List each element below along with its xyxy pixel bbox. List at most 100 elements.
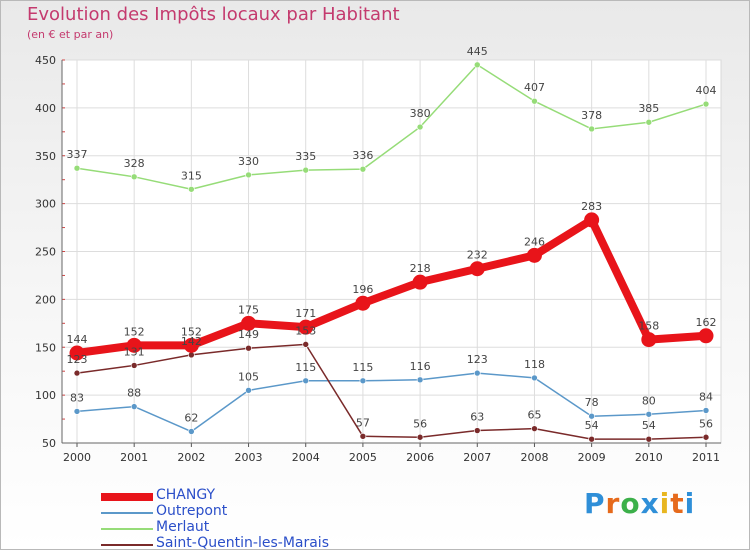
data-point — [702, 407, 710, 414]
data-label: 196 — [352, 283, 373, 296]
data-point — [73, 408, 81, 415]
x-tick-label: 2009 — [578, 451, 606, 464]
data-label: 63 — [470, 411, 484, 424]
data-point — [702, 433, 710, 441]
data-label: 123 — [467, 353, 488, 366]
data-label: 83 — [70, 391, 84, 404]
data-point — [183, 337, 199, 353]
data-point — [73, 369, 81, 377]
data-label: 283 — [581, 200, 602, 213]
data-point — [188, 185, 195, 193]
data-point — [641, 332, 657, 348]
data-point — [645, 410, 653, 418]
data-label: 131 — [124, 345, 145, 358]
data-label: 116 — [410, 360, 431, 373]
data-label: 56 — [413, 417, 427, 430]
legend-swatch — [101, 493, 153, 501]
data-label: 162 — [696, 316, 717, 329]
data-label: 105 — [238, 370, 259, 383]
data-label: 62 — [184, 412, 198, 425]
data-label: 153 — [295, 324, 316, 337]
logo-letter: o — [620, 487, 641, 520]
legend-swatch — [101, 512, 153, 514]
data-point — [241, 315, 257, 331]
x-tick-label: 2007 — [463, 451, 491, 464]
data-label: 88 — [127, 387, 141, 400]
data-label: 65 — [527, 409, 541, 422]
data-point — [302, 377, 310, 385]
legend-label: Merlaut — [156, 519, 210, 535]
data-point — [473, 61, 481, 69]
data-label: 78 — [585, 396, 599, 409]
data-label: 378 — [581, 109, 602, 122]
data-label: 115 — [352, 361, 373, 374]
data-label: 175 — [238, 303, 259, 316]
x-tick-label: 2008 — [520, 451, 548, 464]
data-label: 158 — [638, 320, 659, 333]
data-label: 123 — [67, 353, 88, 366]
data-point — [416, 123, 424, 131]
data-point — [416, 376, 424, 384]
data-point — [584, 212, 600, 228]
data-point — [359, 377, 367, 385]
y-tick-label: 300 — [35, 198, 56, 211]
data-point — [531, 374, 538, 382]
x-tick-label: 2006 — [406, 451, 434, 464]
data-point — [130, 403, 138, 410]
data-point — [245, 171, 252, 179]
data-point — [412, 274, 428, 290]
data-point — [531, 425, 538, 432]
data-label: 445 — [467, 45, 488, 58]
data-point — [73, 164, 81, 172]
x-tick-label: 2004 — [292, 451, 320, 464]
proxiti-logo: Proxiti — [584, 487, 695, 520]
x-tick-label: 2001 — [120, 451, 148, 464]
data-label: 385 — [638, 102, 659, 115]
legend-label: Saint-Quentin-les-Marais — [156, 535, 329, 551]
data-label: 218 — [410, 262, 431, 275]
data-point — [359, 432, 367, 440]
data-label: 56 — [699, 417, 713, 430]
data-point — [469, 261, 485, 277]
x-tick-label: 2011 — [692, 451, 720, 464]
data-label: 335 — [295, 150, 316, 163]
y-tick-label: 450 — [35, 54, 56, 67]
data-point — [473, 427, 481, 434]
data-point — [130, 362, 138, 369]
y-tick-label: 50 — [42, 437, 56, 450]
y-tick-label: 400 — [35, 102, 56, 115]
data-label: 80 — [642, 394, 656, 407]
data-point — [702, 100, 710, 108]
series-line-outrepont — [76, 372, 707, 433]
data-point — [359, 165, 367, 173]
data-point — [245, 387, 252, 394]
data-label: 54 — [642, 419, 656, 432]
x-tick-label: 2000 — [63, 451, 91, 464]
legend-swatch — [101, 544, 153, 546]
data-point — [531, 97, 538, 105]
y-tick-label: 100 — [35, 389, 56, 402]
data-label: 328 — [124, 157, 145, 170]
data-point — [298, 319, 314, 335]
data-label: 84 — [699, 390, 713, 403]
data-label: 152 — [124, 325, 145, 338]
x-tick-label: 2005 — [349, 451, 377, 464]
y-tick-label: 350 — [35, 150, 56, 163]
logo-letter: P — [584, 487, 606, 520]
data-point — [526, 247, 542, 263]
data-label: 404 — [696, 84, 717, 97]
data-label: 57 — [356, 416, 370, 429]
logo-letter: i — [659, 487, 671, 520]
data-label: 149 — [238, 328, 259, 341]
data-label: 118 — [524, 358, 545, 371]
data-point — [188, 428, 195, 435]
data-label: 152 — [181, 325, 202, 338]
x-tick-label: 2003 — [235, 451, 263, 464]
data-label: 232 — [467, 249, 488, 262]
data-point — [698, 328, 714, 344]
data-point — [588, 435, 595, 443]
data-point — [302, 341, 310, 348]
chart-title: Evolution des Impôts locaux par Habitant — [27, 4, 400, 25]
data-label: 142 — [181, 335, 202, 348]
